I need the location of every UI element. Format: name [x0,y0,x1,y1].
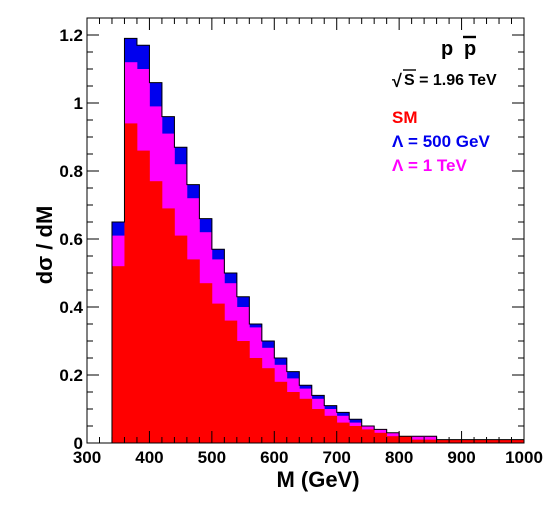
histogram-bar [161,208,175,443]
x-tick-label: 700 [323,448,351,467]
legend-entry: SM [392,108,418,127]
x-tick-label: 800 [385,448,413,467]
x-axis-title: M (GeV) [276,467,359,492]
histogram-outline [111,37,525,443]
histogram-bar [186,259,200,443]
histogram-bar [124,123,138,444]
histogram-bar [349,426,363,443]
histogram-bar [499,439,512,443]
histogram-bar [436,439,450,443]
plot-frame [86,17,525,444]
histogram-bar [236,341,250,443]
sqrt-symbol: √ [392,71,402,91]
histogram-bar [336,422,350,443]
histogram-bar [111,266,125,443]
histogram-bar [199,283,213,443]
y-axis-title: dσ / dM [32,206,57,285]
histogram-bars [111,37,525,444]
histogram-bar [449,439,462,443]
histogram-bar [224,320,238,443]
histogram-bar [324,415,338,443]
y-tick-label: 0.4 [59,298,83,317]
histogram-bar [311,409,325,443]
histogram-bar [274,381,288,443]
energy-label: √ S = 1.96 TeV [392,69,497,91]
x-tick-label: 1000 [505,448,543,467]
tick-labels: 300 400 500 600 700 800 900 1000 0 0.2 0.4 0.6 0.8 1 1… [59,26,543,467]
series-2 [111,123,525,444]
legend: SM Λ = 500 GeV Λ = 1 TeV [392,108,490,175]
x-tick-label: 600 [260,448,288,467]
histogram-bar [211,303,225,443]
process-label: p p [441,35,476,60]
y-tick-label: 0.6 [59,230,83,249]
y-tick-label: 1 [74,94,83,113]
histogram-bar [474,439,487,443]
histogram-bar [411,439,425,443]
x-tick-label: 900 [447,448,475,467]
histogram-bar [511,439,525,443]
y-tick-label: 0.8 [59,162,83,181]
histogram-bar [299,398,313,443]
y-tick-label: 1.2 [59,26,83,45]
histogram-bar [424,439,437,443]
histogram-bar [261,368,275,443]
axes [86,17,525,444]
histogram-bar [149,181,163,443]
x-tick-label: 400 [135,448,163,467]
energy-value: S = 1.96 TeV [404,72,497,89]
legend-entry: Λ = 1 TeV [392,156,467,175]
histogram-bar [399,436,413,443]
histogram-bar [361,429,375,443]
process-pbar: p [464,38,476,60]
y-tick-label: 0.2 [59,366,83,385]
histogram-bar [136,150,150,443]
y-tick-label: 0 [74,434,83,453]
histogram-bar [486,439,500,443]
process-p: p [441,38,453,60]
histogram-bar [461,439,475,443]
histogram-bar [174,235,188,443]
histogram-bar [286,392,300,443]
x-tick-label: 300 [73,448,101,467]
histogram-bar [386,436,400,443]
x-tick-label: 500 [198,448,226,467]
histogram-bar [374,432,388,443]
histogram-bar [249,358,263,443]
legend-entry: Λ = 500 GeV [392,132,490,151]
